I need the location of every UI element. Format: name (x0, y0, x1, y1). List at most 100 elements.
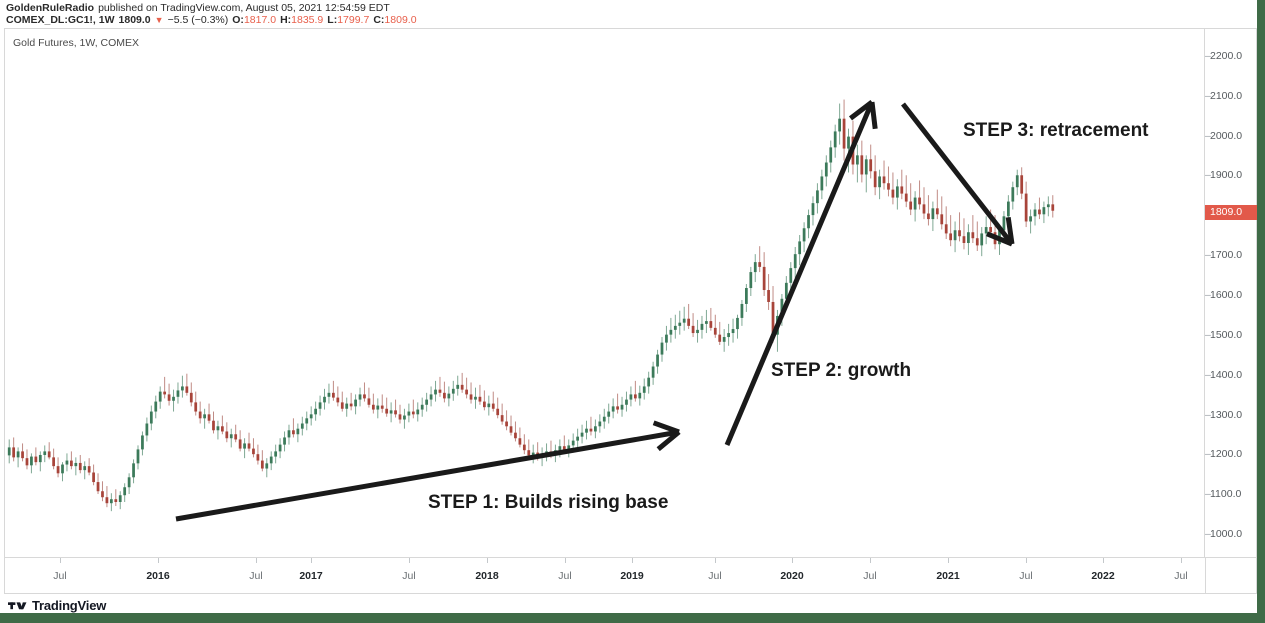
candle-down (163, 391, 167, 395)
candle-up (274, 451, 278, 457)
time-tick-mark (1103, 558, 1104, 563)
candle-up (998, 230, 1001, 245)
symbol-label[interactable]: COMEX_DL:GC1!, 1W (6, 14, 115, 26)
candlestick-plot[interactable] (5, 29, 1203, 557)
tick-dash-icon: – (1205, 328, 1211, 341)
candle-up (345, 403, 349, 409)
candle-down (336, 397, 340, 403)
candle-up (229, 434, 233, 439)
candle-up (980, 233, 984, 246)
candle-down (940, 214, 944, 225)
candle-up (358, 394, 362, 400)
candle-down (860, 155, 864, 175)
time-tick-label: 2016 (146, 570, 170, 582)
candle-down (500, 415, 504, 422)
candle-down (394, 410, 397, 415)
tick-dash-icon: – (1205, 408, 1211, 421)
price-tick-label: 1000.0 (1210, 528, 1243, 541)
candle-up (327, 392, 331, 397)
candle-down (260, 460, 264, 469)
candle-up (554, 450, 557, 455)
candle-up (451, 388, 455, 394)
candle-up (820, 176, 824, 191)
candle-up (16, 451, 20, 458)
candle-down (509, 426, 513, 433)
candle-up (118, 495, 122, 502)
candle-up (736, 317, 739, 330)
candle-up (83, 466, 87, 471)
candle-up (580, 432, 584, 437)
candle-down (527, 450, 531, 456)
candle-up (1011, 187, 1015, 202)
candle-up (425, 399, 429, 405)
candle-up (474, 396, 477, 400)
candle-up (913, 197, 917, 210)
candle-down (438, 389, 442, 393)
candle-down (562, 446, 566, 451)
header-quote-line: COMEX_DL:GC1!, 1W 1809.0 ▼ −5.5 (−0.3%) O:18… (6, 14, 1257, 26)
candle-up (416, 409, 420, 415)
chart-plot-area[interactable]: Gold Futures, 1W, COMEX (4, 28, 1204, 558)
candle-down (989, 227, 992, 233)
candle-up (434, 389, 437, 395)
price-tick-label: 1600.0 (1210, 289, 1243, 301)
candle-down (256, 454, 260, 461)
price-axis[interactable]: –2200.0 –2100.0 –2000.0 –1900.0 –1700.0 –1600… (1204, 28, 1257, 558)
candle-down (385, 408, 389, 414)
candle-up (1042, 207, 1046, 215)
candle-down (185, 386, 189, 393)
candle-down (101, 491, 104, 498)
candle-up (816, 190, 819, 204)
candle-up (420, 404, 424, 410)
candle-up (789, 268, 793, 283)
price-tick-label: 2100.0 (1210, 89, 1243, 102)
candle-up (540, 454, 544, 458)
time-tick-mark (870, 558, 871, 563)
current-price-badge[interactable]: –1809.0 (1205, 204, 1257, 220)
candle-up (802, 228, 806, 242)
candle-up (283, 437, 286, 445)
price-tick-label: 1200.0 (1210, 448, 1243, 461)
candle-up (429, 394, 433, 400)
candle-down (771, 301, 775, 335)
open-label: O: (232, 14, 244, 26)
candle-up (598, 421, 602, 427)
candle-down (496, 408, 500, 416)
candle-up (407, 411, 411, 416)
price-tick-label: 1900.0 (1210, 169, 1243, 182)
candle-down (238, 439, 242, 449)
down-triangle-icon: ▼ (154, 15, 164, 25)
candle-down (198, 411, 202, 419)
candle-up (136, 449, 140, 464)
candle-up (545, 451, 548, 455)
candle-up (296, 428, 300, 435)
time-axis[interactable]: Jul 2016 Jul 2017 Jul 2018 Jul 2019 Jul 2020 Jul 20… (4, 558, 1257, 594)
candle-up (74, 462, 78, 467)
badge-dash-icon: – (1205, 205, 1211, 218)
candle-down (12, 447, 16, 458)
candle-down (918, 197, 921, 205)
candle-down (718, 334, 722, 342)
step-1-label: STEP 1: Builds rising base (428, 492, 669, 513)
step-3-label: STEP 3: retracement (963, 120, 1149, 141)
candle-down (909, 201, 913, 210)
candle-up (722, 337, 726, 342)
candle-up (660, 342, 664, 355)
candle-down (522, 444, 526, 451)
candle-up (145, 423, 149, 436)
candle-down (975, 238, 979, 246)
close-label: C: (373, 14, 385, 26)
candle-up (61, 464, 64, 474)
candle-up (487, 403, 491, 408)
candle-down (958, 230, 961, 237)
time-tick-mark (948, 558, 949, 563)
candle-up (629, 394, 633, 400)
price-tick: –1900.0 (1205, 168, 1257, 182)
candle-up (181, 386, 184, 391)
candle-down (993, 232, 997, 245)
candle-up (300, 423, 304, 429)
candle-up (824, 162, 828, 177)
candle-up (305, 418, 309, 424)
candle-down (340, 402, 344, 409)
candle-down (483, 401, 486, 408)
